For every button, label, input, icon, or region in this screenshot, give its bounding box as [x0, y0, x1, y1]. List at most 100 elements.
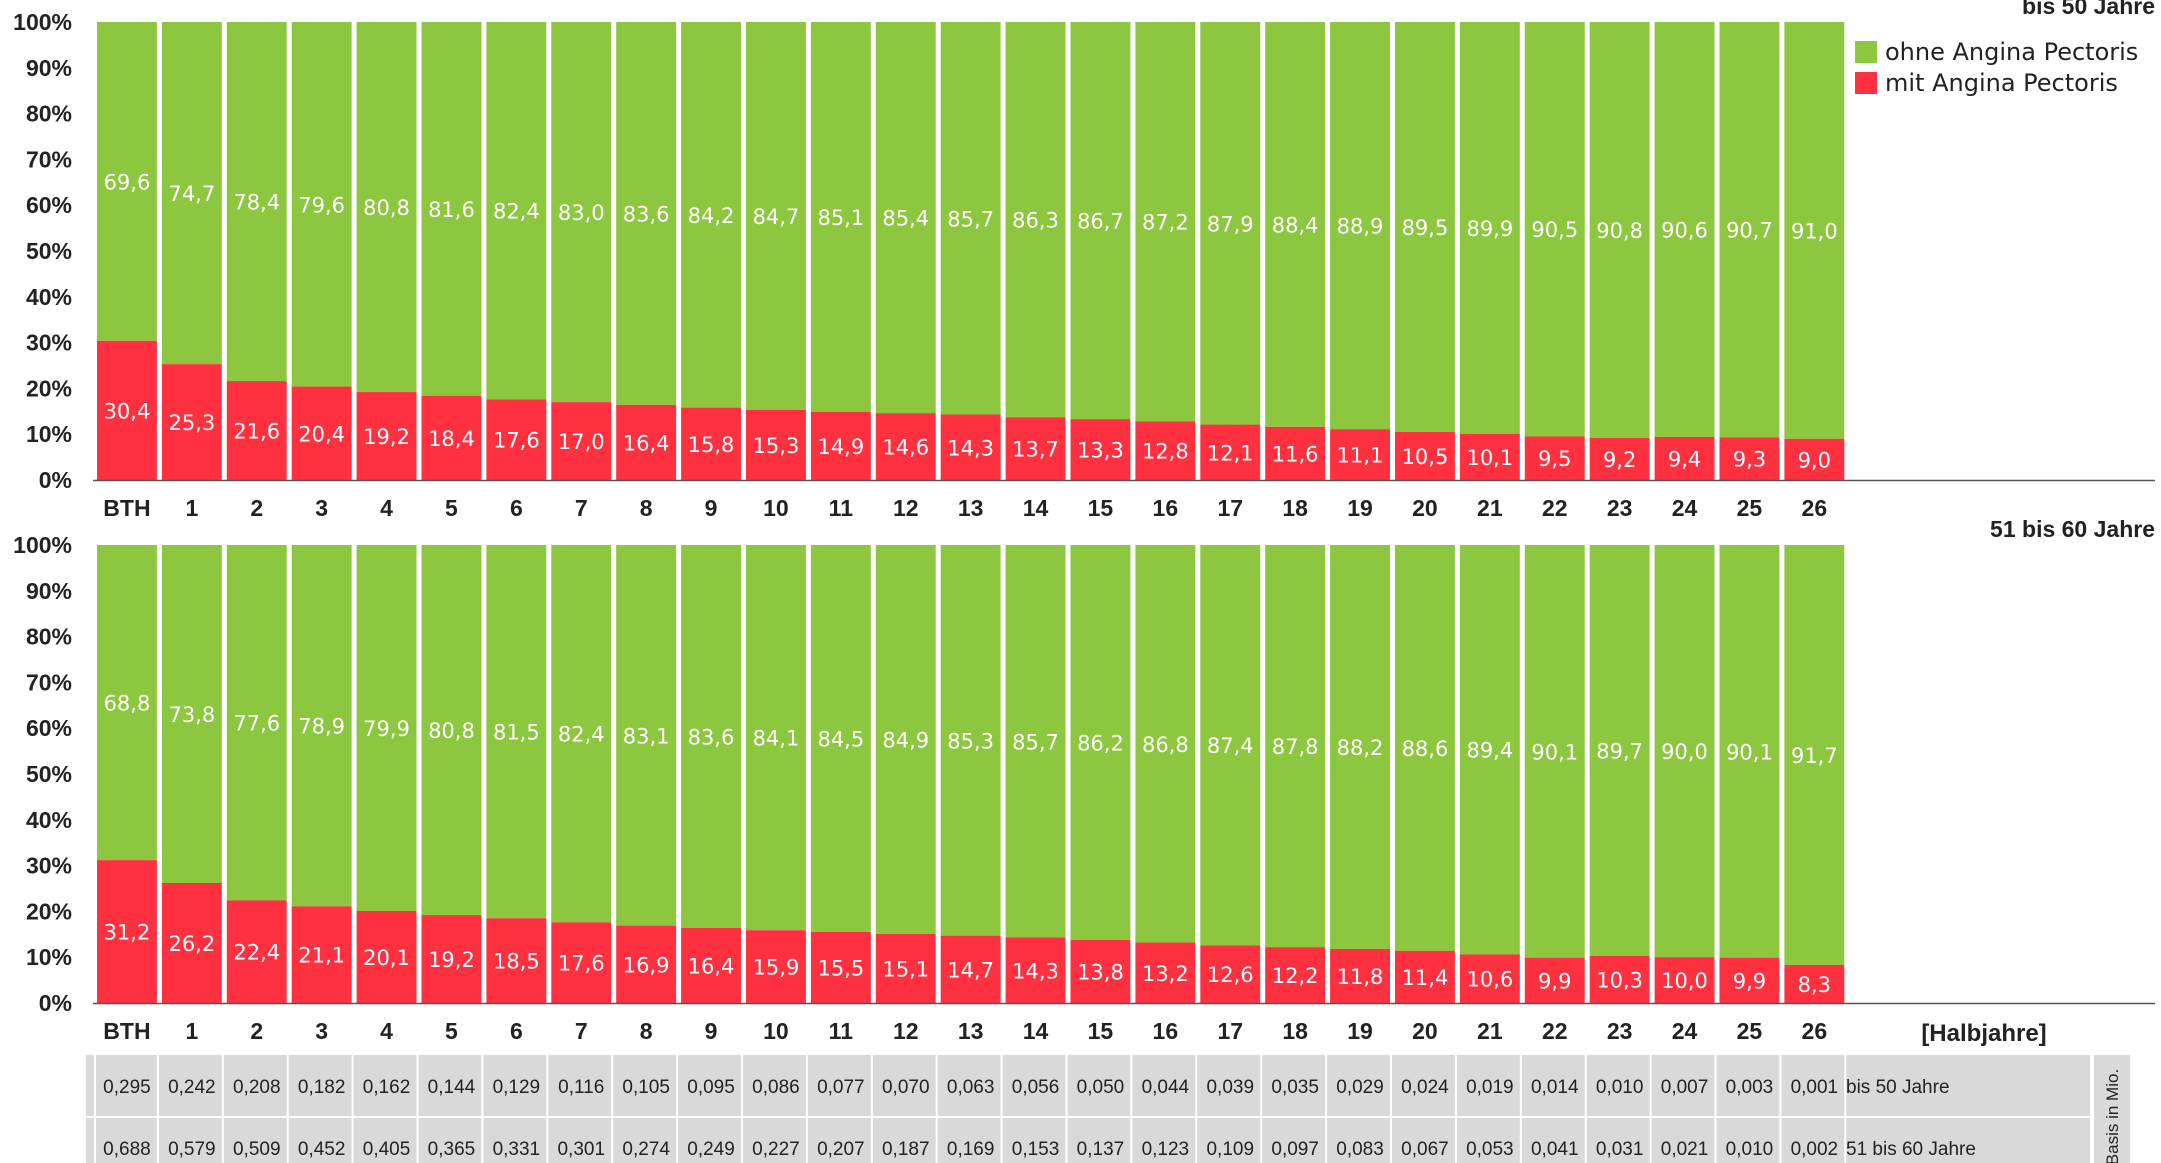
x-tick-label: 17: [1217, 495, 1243, 521]
x-tick-label: BTH: [103, 1018, 150, 1044]
bar-segment-ohne: [1200, 22, 1261, 425]
y-tick-label: 50%: [26, 761, 72, 787]
y-tick-label: 90%: [26, 578, 72, 604]
bar-segment-mit: [421, 395, 482, 480]
bar-segment-mit: [1395, 431, 1455, 480]
table-cell: 0,010: [1596, 1077, 1644, 1098]
bar-segment-mit: [356, 392, 417, 480]
data-label-ohne: 88,2: [1337, 736, 1384, 760]
y-tick-label: 0%: [39, 990, 72, 1016]
bar-segment-ohne: [746, 545, 806, 931]
data-label-ohne: 84,2: [688, 204, 735, 228]
data-label-ohne: 85,1: [817, 206, 864, 230]
bar-segment-mit: [746, 409, 806, 480]
bar-segment-mit: [1265, 426, 1326, 480]
bar-segment-mit: [1524, 957, 1585, 1003]
legend: ohne Angina Pectoris mit Angina Pectoris: [1855, 38, 2138, 97]
bar-segment-ohne: [1784, 22, 1845, 439]
bar-segment-mit: [1330, 948, 1390, 1003]
table-cell: 0,056: [1012, 1077, 1060, 1098]
table-cell: 0,095: [687, 1077, 735, 1098]
table-side-label: Basis in Mio.: [2103, 1069, 2122, 1163]
bar-segment-mit: [1524, 436, 1585, 480]
data-label-ohne: 87,4: [1207, 734, 1254, 758]
data-label-ohne: 87,9: [1207, 212, 1254, 236]
x-tick-label: 22: [1542, 1018, 1568, 1044]
y-tick-label: 100%: [13, 532, 72, 558]
bar-segment-ohne: [1005, 545, 1066, 938]
y-tick-label: 50%: [26, 238, 72, 264]
data-label-ohne: 81,6: [428, 198, 475, 222]
bar-segment-ohne: [1200, 545, 1261, 946]
bar-segment-mit: [681, 407, 741, 480]
bar-segment-mit: [1784, 964, 1845, 1003]
data-label-mit: 16,9: [623, 953, 670, 977]
bar-segment-ohne: [1589, 545, 1650, 956]
x-tick-label: 13: [958, 1018, 984, 1044]
bar-segment-ohne: [1395, 545, 1455, 951]
bar-segment-ohne: [291, 22, 352, 387]
y-tick-label: 70%: [26, 146, 72, 172]
y-tick-label: 30%: [26, 853, 72, 879]
bar-segment-mit: [810, 932, 871, 1003]
data-label-mit: 9,4: [1668, 447, 1701, 471]
bar-segment-ohne: [1459, 545, 1520, 955]
x-tick-label: 9: [705, 495, 718, 521]
table-cell: 0,044: [1142, 1077, 1190, 1098]
legend-swatch: [1855, 41, 1877, 63]
bar-segment-mit: [161, 364, 222, 480]
x-tick-label: 10: [763, 495, 789, 521]
data-label-mit: 19,2: [428, 948, 475, 972]
table-cell: 0,182: [298, 1077, 346, 1098]
bar-segment-ohne: [681, 545, 741, 928]
table-cell: 0,086: [752, 1077, 800, 1098]
data-label-mit: 14,7: [947, 958, 994, 982]
data-label-mit: 12,2: [1272, 964, 1319, 988]
x-tick-label: 3: [315, 495, 328, 521]
data-label-ohne: 78,9: [298, 715, 345, 739]
bar-segment-ohne: [551, 545, 612, 923]
x-tick-label: 23: [1607, 495, 1633, 521]
bar-segment-mit: [810, 411, 871, 480]
y-tick-label: 80%: [26, 624, 72, 650]
data-label-mit: 10,6: [1466, 968, 1513, 992]
data-label-ohne: 86,7: [1077, 210, 1124, 234]
bar-segment-ohne: [1005, 22, 1066, 418]
x-tick-label: 18: [1282, 1018, 1308, 1044]
basis-table: 0,295 0,242 0,208 0,182 0,162 0,144 0,129 0,116…: [86, 1055, 2130, 1163]
x-tick-label: 18: [1282, 495, 1308, 521]
bar-segment-mit: [291, 906, 352, 1003]
bar-segment-ohne: [1524, 22, 1585, 437]
x-tick-label: 6: [510, 1018, 523, 1044]
x-tick-label: 21: [1477, 1018, 1503, 1044]
table-cell: 0,039: [1206, 1077, 1254, 1098]
data-label-ohne: 88,4: [1272, 213, 1319, 237]
data-label-mit: 16,4: [688, 954, 735, 978]
table-row-label: 51 bis 60 Jahre: [1846, 1139, 1976, 1160]
bar-segment-ohne: [875, 22, 936, 414]
bar-segment-ohne: [810, 22, 871, 412]
data-label-ohne: 91,0: [1791, 219, 1838, 243]
data-label-ohne: 86,3: [1012, 209, 1059, 233]
x-tick-label: 16: [1153, 495, 1179, 521]
bar-segment-ohne: [1265, 545, 1326, 948]
data-label-mit: 10,5: [1402, 445, 1449, 469]
data-label-ohne: 89,7: [1596, 739, 1643, 763]
bar-segment-ohne: [875, 545, 936, 934]
data-label-ohne: 83,1: [623, 724, 670, 748]
data-label-mit: 11,4: [1402, 966, 1449, 990]
table-cell: 0,109: [1206, 1139, 1254, 1160]
data-label-ohne: 86,8: [1142, 733, 1189, 757]
bar-segment-mit: [616, 404, 677, 480]
data-label-ohne: 88,6: [1402, 737, 1449, 761]
bar-segment-mit: [1135, 421, 1196, 480]
data-label-ohne: 84,5: [817, 728, 864, 752]
bar-segment-mit: [226, 381, 287, 480]
data-label-ohne: 68,8: [104, 692, 151, 716]
data-label-mit: 22,4: [233, 941, 280, 965]
bar-segment-mit: [875, 933, 936, 1003]
bar-segment-mit: [486, 918, 547, 1003]
table-cell: 0,187: [882, 1139, 930, 1160]
x-tick-label: 26: [1802, 495, 1828, 521]
data-label-mit: 9,9: [1538, 969, 1571, 993]
